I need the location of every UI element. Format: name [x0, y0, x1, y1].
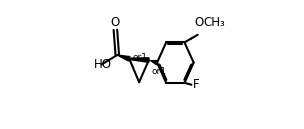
Text: or1: or1	[151, 67, 166, 76]
Text: CH₃: CH₃	[204, 16, 226, 29]
Text: HO: HO	[94, 58, 112, 71]
Polygon shape	[129, 58, 149, 62]
Text: O: O	[111, 16, 120, 29]
Text: F: F	[193, 78, 200, 91]
Text: O: O	[195, 16, 204, 29]
Polygon shape	[117, 55, 130, 61]
Text: or1: or1	[133, 53, 147, 62]
